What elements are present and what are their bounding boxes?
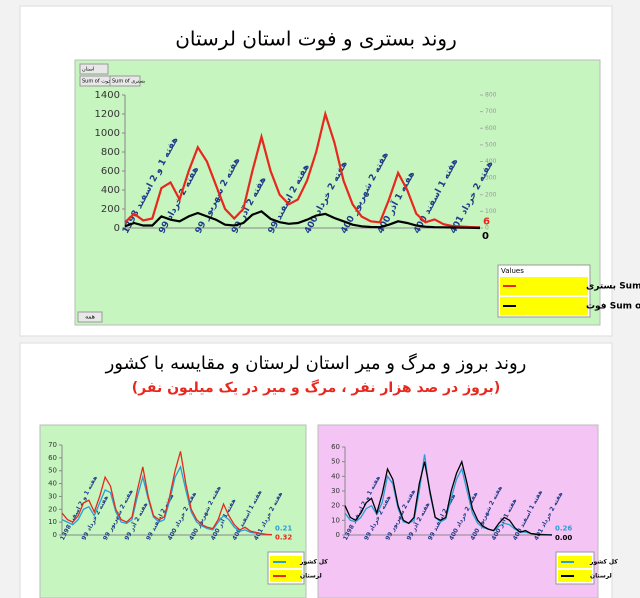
- series-line: [61, 465, 273, 536]
- chart-area: [39, 424, 307, 598]
- filter-button[interactable]: [109, 75, 141, 87]
- filter-button-label: Sum of فوت: [82, 79, 112, 85]
- y2-tick-label: 100: [485, 208, 497, 215]
- filter-button-label: Sum of بستری: [112, 79, 145, 85]
- y-tick-label: 30: [331, 487, 340, 495]
- legend-label: Sum of بستری: [586, 282, 640, 292]
- legend-item: [500, 277, 588, 295]
- y-tick-label: 60: [331, 443, 340, 451]
- y2-tick-label: 300: [485, 175, 497, 182]
- y-tick-label: 600: [101, 166, 120, 177]
- y2-tick-label: 200: [485, 191, 497, 198]
- y-tick-label: 30: [48, 492, 57, 500]
- end-label: 0.21: [275, 525, 292, 533]
- y-tick-label: 60: [48, 454, 57, 462]
- end-label: 6: [483, 216, 490, 227]
- y-tick-label: 10: [331, 516, 340, 524]
- footer-button[interactable]: [77, 311, 103, 323]
- y-tick-label: 20: [48, 505, 57, 513]
- legend-label: لرستان: [300, 573, 322, 580]
- y-tick-label: 0: [53, 531, 57, 539]
- y-tick-label: 20: [331, 502, 340, 510]
- y-tick-label: 10: [48, 518, 57, 526]
- y-tick-label: 0: [114, 223, 120, 234]
- y2-tick-label: 600: [485, 125, 497, 132]
- y-tick-label: 400: [101, 185, 120, 196]
- y-tick-label: 1000: [95, 128, 120, 139]
- chart-title: روند بستری و فوت استان لرستان: [175, 27, 457, 51]
- end-label: 0: [482, 231, 489, 242]
- chart-subtitle: (بروز در صد هزار نفر ، مرگ و میر در یک م…: [132, 379, 500, 396]
- legend-label: کل کشور: [589, 559, 618, 566]
- y-tick-label: 50: [48, 467, 57, 475]
- legend-item: [500, 297, 588, 315]
- y-tick-label: 40: [331, 472, 340, 480]
- y-tick-label: 200: [101, 204, 120, 215]
- legend-label: Sum of فوت: [586, 302, 640, 312]
- series-line: [61, 451, 273, 536]
- series-line: [124, 109, 481, 229]
- y-tick-label: 1400: [95, 90, 120, 101]
- y-tick-label: 800: [101, 147, 120, 158]
- legend-item: [558, 556, 592, 568]
- y-tick-label: 0: [336, 531, 340, 539]
- y2-tick-label: 800: [485, 92, 497, 99]
- series-line: [344, 459, 553, 536]
- y2-tick-label: 400: [485, 158, 497, 165]
- end-label: 0.00: [555, 534, 572, 542]
- y-tick-label: 50: [331, 458, 340, 466]
- legend-label: کل کشور: [299, 559, 328, 566]
- filter-button-label: استان: [82, 67, 94, 73]
- end-label: 0.32: [275, 534, 292, 542]
- series-line: [124, 210, 481, 230]
- y2-tick-label: 700: [485, 108, 497, 115]
- y2-tick-label: 500: [485, 141, 497, 148]
- y2-tick-label: 0: [485, 225, 489, 232]
- y-tick-label: 40: [48, 480, 57, 488]
- filter-button[interactable]: [79, 63, 109, 75]
- y-tick-label: 70: [48, 441, 57, 449]
- legend-item: [558, 570, 592, 582]
- y-tick-label: 1200: [95, 109, 120, 120]
- legend-title: Values: [501, 267, 524, 275]
- chart-title: روند بروز و مرگ و میر استان لرستان و مقا…: [105, 353, 527, 374]
- end-label: 0.26: [555, 525, 572, 533]
- legend-label: لرستان: [590, 573, 612, 580]
- footer-button-label: همه: [85, 314, 95, 321]
